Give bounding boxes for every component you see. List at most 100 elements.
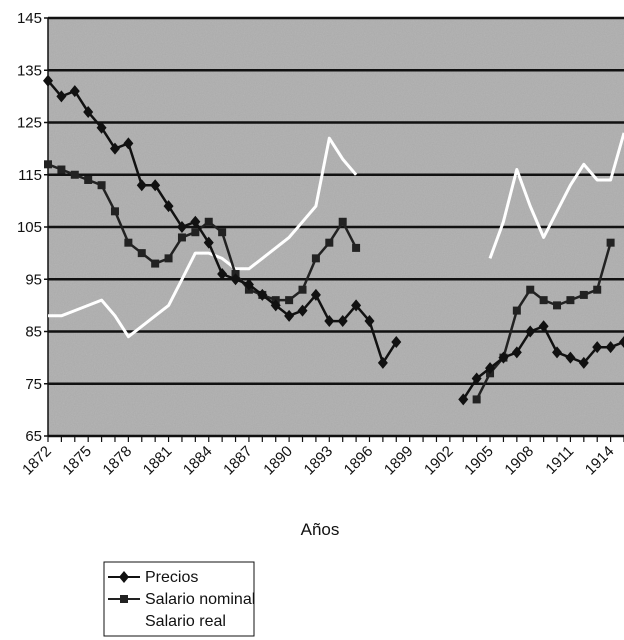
data-point (70, 170, 79, 179)
y-tick-label: 135 (17, 62, 42, 79)
x-tick-label: 1890 (260, 443, 296, 479)
data-point (285, 296, 294, 305)
x-axis-title: Años (301, 520, 340, 539)
data-point (325, 238, 334, 247)
data-point (44, 160, 52, 169)
data-point (297, 304, 308, 317)
series-line (48, 136, 358, 339)
data-point (553, 301, 562, 310)
data-point (57, 165, 66, 174)
data-point (512, 306, 521, 315)
data-point (605, 341, 616, 354)
data-point (109, 142, 120, 155)
data-point (539, 296, 548, 305)
data-point (177, 233, 186, 242)
data-point (352, 243, 361, 252)
data-point (337, 315, 348, 328)
data-point (579, 290, 588, 299)
data-point (324, 315, 335, 328)
data-point (270, 299, 281, 312)
data-point (97, 181, 106, 190)
x-tick-label: 1908 (501, 443, 537, 479)
data-point (257, 288, 268, 301)
y-tick-label: 115 (18, 167, 42, 184)
data-point (619, 335, 624, 348)
data-point (351, 299, 362, 312)
data-point (458, 393, 469, 406)
axes (44, 17, 624, 442)
series-salario-real (48, 132, 624, 339)
data-point (136, 179, 147, 192)
series-layer (43, 74, 624, 406)
data-point (593, 285, 602, 294)
data-point (310, 288, 321, 301)
data-point (471, 372, 482, 385)
data-point (592, 341, 603, 354)
legend-item: Precios (108, 569, 198, 586)
data-point (164, 254, 173, 263)
data-point (137, 249, 146, 258)
data-point (552, 346, 563, 359)
data-point (391, 335, 402, 348)
data-point (511, 346, 522, 359)
y-tick-label: 125 (17, 115, 42, 132)
y-tick-label: 105 (17, 219, 42, 236)
x-tick-label: 1905 (461, 443, 497, 479)
x-tick-label: 1902 (421, 443, 457, 479)
data-point (204, 217, 213, 226)
series-precios (43, 74, 624, 406)
legend-label: Salario nominal (145, 591, 255, 608)
x-tick-label: 1884 (180, 443, 216, 479)
data-point (43, 74, 53, 87)
legend-label: Precios (145, 569, 198, 586)
data-point (217, 268, 228, 281)
data-point (377, 356, 388, 369)
data-point (151, 259, 160, 268)
x-tick-label: 1893 (301, 443, 337, 479)
data-point (578, 356, 589, 369)
y-tick-label: 145 (17, 10, 42, 27)
data-point (565, 351, 576, 364)
data-point (124, 238, 133, 247)
data-point (69, 85, 80, 98)
legend-swatch-marker (120, 595, 128, 603)
data-point (56, 90, 67, 103)
data-point (191, 228, 200, 237)
data-point (566, 296, 575, 305)
data-point (526, 285, 535, 294)
series-line (488, 132, 624, 259)
x-tick-label: 1875 (59, 443, 95, 479)
data-point (485, 362, 496, 375)
data-point (298, 285, 307, 294)
data-point (123, 137, 134, 150)
data-point (472, 395, 481, 404)
data-point (364, 315, 375, 328)
x-tick-label: 1878 (100, 443, 136, 479)
data-point (96, 121, 107, 134)
data-point (284, 309, 295, 322)
data-point (190, 215, 201, 228)
data-point (230, 273, 241, 286)
y-tick-label: 75 (25, 376, 42, 393)
x-tick-label: 1896 (341, 443, 377, 479)
legend: Precios Salario nominal Salario real (103, 561, 255, 637)
x-tick-label: 1872 (19, 443, 55, 479)
legend-item: Salario nominal (108, 591, 255, 608)
x-tick-label: 1881 (140, 443, 176, 479)
data-point (606, 238, 615, 247)
legend-swatch-marker (119, 571, 129, 583)
data-point (203, 236, 214, 249)
data-point (338, 217, 347, 226)
x-tick-label: 1911 (542, 443, 577, 478)
x-tick-label: 1914 (582, 443, 618, 479)
data-point (83, 106, 94, 119)
x-tick-label: 1899 (381, 443, 417, 479)
data-point (538, 320, 549, 333)
data-point (218, 228, 227, 237)
data-point (311, 254, 320, 263)
data-point (525, 325, 536, 338)
data-point (110, 207, 119, 216)
gridlines (48, 16, 624, 438)
y-tick-label: 85 (25, 324, 42, 341)
